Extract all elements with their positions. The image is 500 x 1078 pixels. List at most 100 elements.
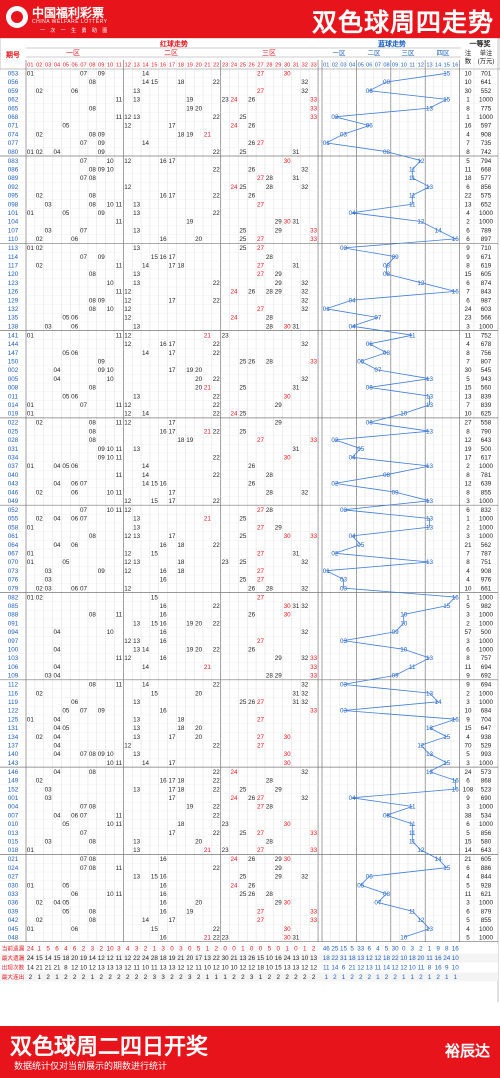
red-number-header: 18 bbox=[178, 63, 184, 69]
red-ball: 01 bbox=[27, 402, 35, 409]
amount-value: 694 bbox=[481, 682, 492, 689]
red-ball: 21 bbox=[204, 935, 212, 942]
stats-value: 16 bbox=[435, 965, 443, 972]
red-ball: 02 bbox=[36, 263, 44, 270]
stats-value: 2 bbox=[294, 974, 298, 981]
red-ball: 13 bbox=[133, 533, 141, 540]
blue-number-header: 08 bbox=[383, 63, 389, 69]
red-ball: 22 bbox=[213, 935, 221, 942]
red-ball: 28 bbox=[266, 472, 274, 479]
stats-value: 0 bbox=[259, 946, 263, 953]
blue-zone3-header: 三区 bbox=[402, 49, 416, 57]
red-ball: 30 bbox=[284, 821, 292, 828]
amount-value: 692 bbox=[481, 673, 492, 680]
lottery-logo-icon bbox=[6, 6, 28, 28]
issue-number: 107 bbox=[8, 227, 19, 234]
red-ball: 15 bbox=[151, 551, 159, 558]
stats-value: 16 bbox=[452, 946, 460, 953]
red-ball: 13 bbox=[133, 227, 141, 234]
blue-number-header: 04 bbox=[349, 63, 355, 69]
amount-value: 789 bbox=[481, 227, 492, 234]
stats-value: 18 bbox=[62, 955, 70, 962]
red-ball: 33 bbox=[310, 655, 318, 662]
red-ball: 12 bbox=[124, 551, 132, 558]
red-ball: 29 bbox=[275, 219, 283, 226]
red-number-header: 32 bbox=[302, 63, 308, 69]
red-ball: 19 bbox=[186, 367, 194, 374]
issue-number: 045 bbox=[8, 926, 19, 933]
red-zone2-header: 二区 bbox=[164, 49, 178, 57]
red-ball: 11 bbox=[116, 812, 123, 819]
red-ball: 03 bbox=[45, 673, 53, 680]
red-ball: 12 bbox=[124, 638, 132, 645]
issue-number: 065 bbox=[8, 105, 19, 112]
red-ball: 07 bbox=[80, 804, 88, 811]
blue-ball: 13 bbox=[426, 725, 434, 732]
stats-value: 10 bbox=[266, 955, 274, 962]
red-ball: 20 bbox=[195, 900, 203, 907]
red-ball: 12 bbox=[124, 507, 132, 514]
red-ball: 20 bbox=[195, 734, 203, 741]
red-ball: 25 bbox=[239, 874, 247, 881]
blue-number-header: 02 bbox=[332, 63, 338, 69]
blue-number-header: 11 bbox=[409, 63, 415, 69]
red-ball: 16 bbox=[160, 428, 168, 435]
red-ball: 12 bbox=[124, 306, 132, 313]
red-ball: 16 bbox=[160, 341, 168, 348]
red-ball: 06 bbox=[71, 88, 79, 95]
stats-value: 12 bbox=[177, 965, 185, 972]
stats-value: 12 bbox=[248, 965, 256, 972]
red-ball: 10 bbox=[107, 629, 115, 636]
red-ball: 16 bbox=[160, 254, 168, 261]
red-number-header: 19 bbox=[187, 63, 193, 69]
red-ball: 12 bbox=[124, 402, 132, 409]
bets-value: 6 bbox=[466, 227, 470, 234]
red-ball: 20 bbox=[195, 647, 203, 654]
red-ball: 22 bbox=[213, 114, 221, 121]
red-ball: 08 bbox=[89, 105, 97, 112]
red-ball: 26 bbox=[248, 167, 256, 174]
amount-value: 605 bbox=[481, 856, 492, 863]
red-ball: 12 bbox=[124, 559, 132, 566]
red-ball: 25 bbox=[239, 184, 247, 191]
amount-value: 1000 bbox=[479, 926, 494, 933]
bets-value: 5 bbox=[466, 376, 470, 383]
red-ball: 09 bbox=[98, 167, 106, 174]
blue-ball: 13 bbox=[426, 926, 434, 933]
bets-value: 7 bbox=[466, 402, 470, 409]
red-ball: 33 bbox=[310, 236, 318, 243]
amount-value: 1000 bbox=[479, 463, 494, 470]
issue-number: 098 bbox=[8, 201, 19, 208]
logo-slogan: 一 次 一 生 勇 助 图 bbox=[40, 28, 110, 34]
issue-number: 135 bbox=[8, 315, 19, 322]
red-ball: 22 bbox=[213, 786, 221, 793]
red-ball: 30 bbox=[284, 455, 292, 462]
red-ball: 17 bbox=[169, 254, 177, 261]
red-ball: 33 bbox=[310, 114, 318, 121]
blue-ball: 13 bbox=[426, 769, 434, 776]
amount-value: 1000 bbox=[479, 821, 494, 828]
issue-number: 073 bbox=[8, 568, 19, 575]
red-ball: 21 bbox=[204, 516, 212, 523]
red-ball: 07 bbox=[80, 71, 88, 78]
stats-value: 13 bbox=[366, 965, 374, 972]
stats-value: 16 bbox=[435, 955, 443, 962]
red-ball: 27 bbox=[257, 71, 265, 78]
blue-ball: 11 bbox=[409, 664, 416, 671]
red-ball: 07 bbox=[80, 158, 88, 165]
red-ball: 32 bbox=[301, 79, 309, 86]
red-ball: 12 bbox=[124, 297, 132, 304]
red-ball: 12 bbox=[124, 655, 132, 662]
red-ball: 14 bbox=[142, 917, 150, 924]
stats-value: 10 bbox=[409, 965, 417, 972]
bets-value: 4 bbox=[466, 568, 470, 575]
red-ball: 25 bbox=[239, 516, 247, 523]
red-ball: 12 bbox=[124, 341, 132, 348]
red-ball: 05 bbox=[62, 463, 70, 470]
red-ball: 06 bbox=[71, 393, 79, 400]
bets-value: 3 bbox=[466, 533, 470, 540]
bets-value: 2 bbox=[466, 219, 470, 226]
red-ball: 25 bbox=[239, 830, 247, 837]
blue-ball: 12 bbox=[417, 847, 425, 854]
issue-number: 109 bbox=[8, 673, 19, 680]
